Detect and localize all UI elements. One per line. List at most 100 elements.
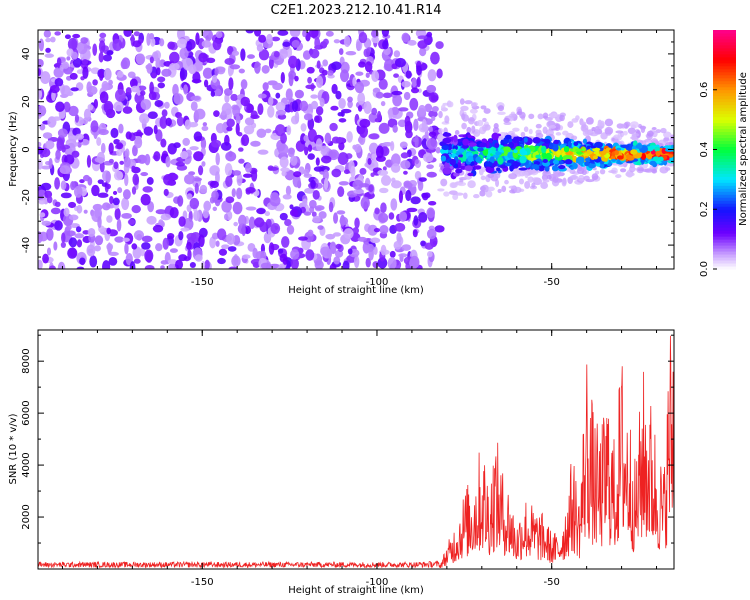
spectrogram-cell — [131, 186, 137, 195]
spectrogram-cell — [611, 158, 617, 162]
spectrogram-cell — [482, 124, 488, 132]
spectrogram-cell — [389, 250, 396, 258]
spectrogram-cell — [252, 247, 258, 259]
spectrogram-cell — [324, 132, 332, 144]
spectrogram-cell — [225, 196, 235, 204]
spectrogram-cell — [235, 114, 241, 126]
spectrogram-cell — [45, 47, 51, 53]
spectrogram-cell — [436, 68, 443, 79]
spectrogram-cell — [108, 251, 119, 257]
spectrogram-cell — [425, 38, 433, 44]
spectrogram-cell — [615, 174, 622, 179]
spectrogram-cell — [314, 115, 320, 123]
spectrogram-cell — [479, 142, 487, 148]
colorbar-segment — [713, 233, 736, 237]
spectrogram-cell — [223, 88, 233, 96]
spectrogram-cell — [304, 187, 315, 194]
spectrogram-cell — [457, 181, 467, 187]
spectrogram-cell — [273, 51, 280, 58]
spectrogram-cell — [89, 255, 98, 268]
spectrogram-cell — [71, 51, 78, 60]
spectrogram-cell — [357, 105, 363, 112]
spectrogram-cell — [346, 131, 353, 143]
spectrogram-cell — [414, 134, 419, 148]
spectrogram-cell — [556, 149, 561, 156]
spectrogram-cell — [331, 83, 338, 95]
y-tick-label: 8000 — [21, 348, 32, 373]
bottom-x-axis-label: Height of straight line (km) — [288, 585, 424, 596]
spectrogram-cell — [338, 97, 346, 109]
spectrogram-cell — [226, 118, 235, 128]
spectrogram-cell — [339, 216, 349, 226]
spectrogram-cell — [193, 151, 204, 162]
spectrogram-cell — [480, 184, 490, 193]
spectrogram-cell — [99, 32, 107, 39]
x-tick-label: -50 — [544, 577, 560, 588]
spectrogram-cell — [401, 32, 410, 43]
spectrogram-cell — [637, 168, 644, 172]
spectrogram-cell — [109, 195, 114, 205]
spectrogram-cell — [426, 171, 437, 178]
spectrogram-cell — [575, 148, 583, 152]
colorbar-segment — [713, 68, 736, 73]
spectrogram-cell — [224, 163, 233, 177]
spectrogram-cell — [635, 143, 643, 150]
spectrogram-cell — [210, 139, 222, 148]
spectrogram-cell — [531, 182, 536, 189]
x-tick-label: -150 — [191, 277, 214, 288]
colorbar-segment — [713, 149, 736, 153]
spectrogram-cell — [651, 126, 657, 131]
spectrogram-cell — [235, 123, 240, 136]
spectrogram-cell — [113, 101, 124, 112]
spectrogram-cell — [186, 241, 192, 251]
spectrogram-cell — [315, 157, 320, 166]
colorbar-segment — [713, 242, 736, 246]
spectrogram-cell — [343, 169, 350, 175]
spectrogram-cell — [194, 254, 203, 262]
colorbar-segment — [713, 188, 736, 192]
spectrogram-cell — [407, 39, 417, 46]
spectrogram-cell — [155, 243, 163, 252]
colorbar-segment — [713, 158, 736, 162]
spectrogram-cell — [652, 156, 660, 162]
spectrogram-cell — [68, 201, 77, 209]
spectrogram-cell — [428, 200, 437, 206]
spectrogram-cell — [146, 177, 154, 185]
snr-series-line — [38, 335, 674, 569]
spectrogram-cell — [211, 190, 219, 201]
spectrogram-cell — [473, 194, 480, 199]
spectrogram-cell — [186, 232, 197, 241]
spectrogram-cell — [209, 236, 216, 249]
spectrogram-cell — [582, 129, 591, 137]
spectrogram-cell — [573, 141, 579, 147]
colorbar-segment — [713, 161, 736, 165]
spectrogram-cell — [390, 180, 402, 189]
spectrogram-cell — [409, 97, 419, 111]
spectrogram-cell — [38, 141, 42, 148]
colorbar-segment — [713, 212, 736, 216]
spectrogram-cell — [163, 173, 174, 186]
spectrogram-cell — [165, 155, 171, 168]
spectrogram-cell — [54, 220, 63, 231]
spectrogram-cell — [535, 123, 542, 129]
spectrogram-cell — [426, 31, 433, 38]
spectrogram-cell — [532, 136, 541, 144]
spectrogram-cell — [173, 142, 181, 149]
spectrogram-cell — [388, 107, 393, 121]
spectrogram-cell — [130, 85, 140, 93]
spectrogram-cell — [266, 33, 273, 45]
spectrogram-cell — [86, 244, 96, 257]
spectrogram-cell — [302, 50, 312, 60]
spectrogram-cell — [245, 206, 257, 211]
spectrogram-cell — [613, 134, 621, 140]
spectrogram-cell — [143, 126, 154, 136]
spectrogram-cell — [248, 216, 256, 230]
colorbar-segment — [713, 107, 736, 112]
colorbar-tick-label: 0.2 — [699, 201, 710, 217]
spectrogram-cell — [280, 71, 285, 84]
spectrogram-cell — [370, 172, 375, 178]
spectrogram-cell — [646, 130, 654, 137]
spectrogram-cell — [294, 89, 304, 99]
spectrogram-cell — [40, 182, 52, 191]
spectrogram-cell — [569, 174, 579, 181]
